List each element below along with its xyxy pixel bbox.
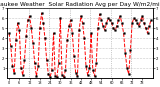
- Title: Milwaukee Weather  Solar Radiation Avg per Day W/m2/minute: Milwaukee Weather Solar Radiation Avg pe…: [0, 2, 160, 7]
